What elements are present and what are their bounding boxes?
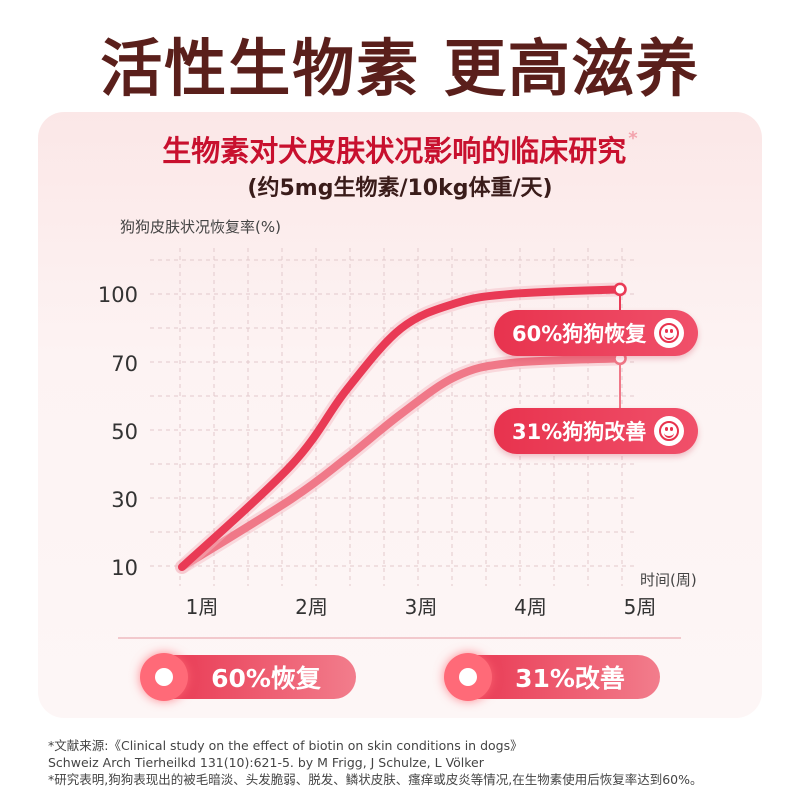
summary-improved-label: 31%改善 (515, 664, 625, 693)
y-tick-label: 100 (98, 283, 138, 307)
dot-icon (444, 653, 492, 701)
x-tick-label: 4周 (514, 595, 547, 619)
series-line-shadow (175, 351, 627, 574)
badge-improved: 31%狗狗改善 (494, 408, 698, 454)
study-title-mark: * (628, 128, 638, 149)
badge-improved-label: 31%狗狗改善 (512, 420, 647, 444)
study-title-text: 生物素对犬皮肤状况影响的临床研究 (162, 134, 627, 168)
study-subtitle: (约5mg生物素/10kg体重/天) (247, 176, 553, 201)
summary-recovered-label: 60%恢复 (211, 664, 321, 693)
footnote-note: *研究表明,狗狗表现出的被毛暗淡、头发脆弱、脱发、鳞状皮肤、瘙痒或皮炎等情况,在… (48, 772, 703, 787)
smiley-icon (654, 318, 685, 348)
badge-recovered-label: 60%狗狗恢复 (512, 322, 647, 346)
y-tick-label: 30 (111, 488, 138, 512)
summary-recovered: 60%恢复 (140, 653, 356, 701)
y-tick-label: 70 (111, 352, 138, 376)
x-tick-label: 1周 (186, 595, 219, 619)
x-tick-label: 3周 (405, 595, 438, 619)
x-axis-label: 时间(周) (640, 571, 697, 589)
study-title: 生物素对犬皮肤状况影响的临床研究 * (0, 128, 800, 170)
smiley-icon (654, 416, 685, 446)
series-line (178, 285, 624, 571)
x-tick-label: 2周 (295, 595, 328, 619)
badge-recovered: 60%狗狗恢复 (494, 310, 698, 356)
divider (118, 637, 681, 639)
footnote-citation: Schweiz Arch Tierheilkd 131(10):621-5. b… (48, 755, 484, 770)
y-axis-label: 狗狗皮肤状况恢复率(%) (120, 218, 281, 236)
headline: 活性生物素 更高滋养 (100, 32, 700, 105)
series-line (178, 354, 624, 571)
x-tick-label: 5周 (624, 595, 657, 619)
series-end-point (613, 282, 627, 297)
summary-improved: 31%改善 (444, 653, 660, 701)
footnote-source: *文献来源:《Clinical study on the effect of b… (48, 738, 523, 753)
dot-icon (140, 653, 188, 701)
y-tick-label: 50 (111, 420, 138, 444)
y-tick-label: 10 (111, 556, 138, 580)
